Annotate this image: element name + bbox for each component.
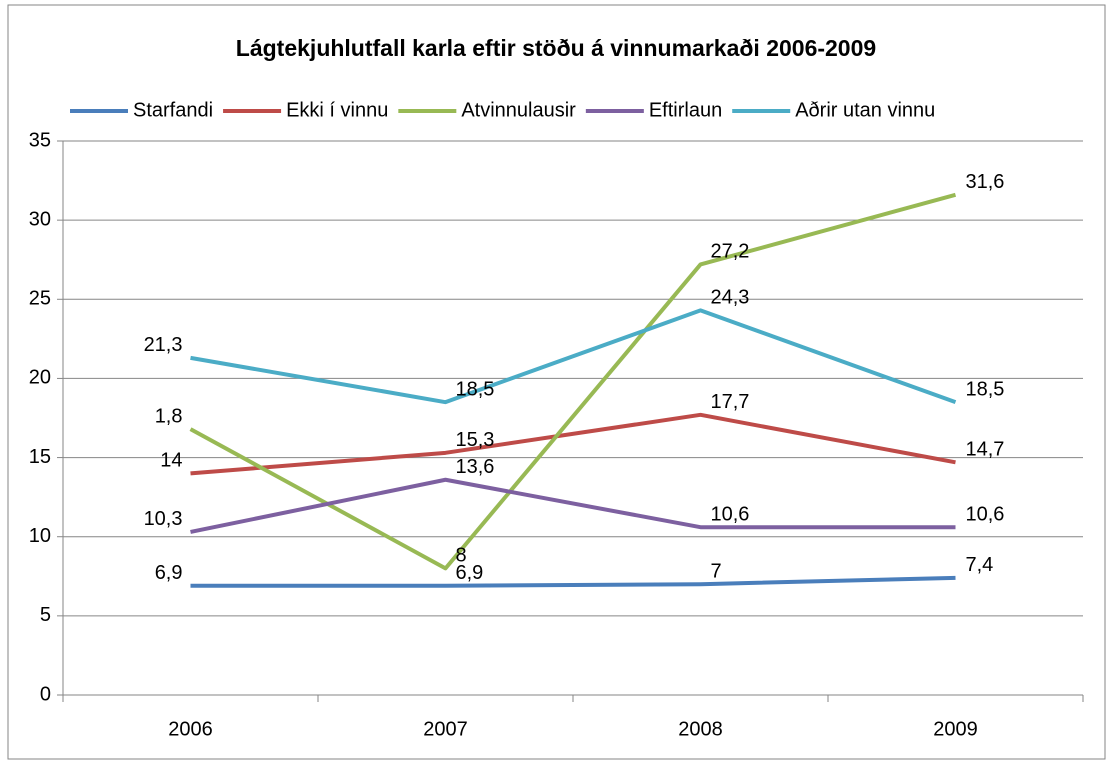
- data-label: 24,3: [711, 287, 750, 309]
- data-label: 14,7: [966, 439, 1005, 461]
- series-line: [190, 412, 956, 476]
- series-line: [190, 575, 956, 588]
- data-label: 8: [456, 545, 467, 567]
- y-tick-label: 35: [29, 129, 51, 151]
- data-label: 21,3: [144, 334, 183, 356]
- series-line: [190, 308, 957, 405]
- x-tick-label: 2009: [933, 718, 978, 740]
- data-label: 18,5: [456, 378, 495, 400]
- series-line: [190, 477, 956, 534]
- series-line: [189, 192, 957, 571]
- y-tick-label: 15: [29, 446, 51, 468]
- data-label: 7,4: [966, 554, 994, 576]
- data-label: 31,6: [966, 171, 1005, 193]
- data-label: 1,8: [155, 405, 183, 427]
- legend-label: Eftirlaun: [649, 99, 722, 121]
- y-tick-label: 30: [29, 208, 51, 230]
- chart-title: Lágtekjuhlutfall karla eftir stöðu á vin…: [236, 35, 876, 61]
- data-label: 17,7: [711, 391, 750, 413]
- data-label: 6,9: [456, 562, 484, 584]
- data-label: 13,6: [456, 456, 495, 478]
- legend-label: Aðrir utan vinnu: [795, 99, 935, 121]
- legend-label: Atvinnulausir: [461, 99, 576, 121]
- data-label: 15,3: [456, 429, 495, 451]
- legend-label: Ekki í vinnu: [286, 99, 388, 121]
- data-label: 6,9: [155, 562, 183, 584]
- legend-label: Starfandi: [133, 99, 213, 121]
- x-tick-label: 2006: [168, 718, 213, 740]
- data-label: 10,6: [966, 503, 1005, 525]
- data-label: 10,3: [144, 508, 183, 530]
- data-label: 10,6: [711, 503, 750, 525]
- x-tick-label: 2008: [678, 718, 723, 740]
- y-tick-label: 25: [29, 288, 51, 310]
- data-label: 7: [711, 560, 722, 582]
- y-tick-label: 0: [40, 683, 51, 705]
- data-label: 14: [160, 450, 182, 472]
- y-tick-label: 20: [29, 367, 51, 389]
- y-tick-label: 10: [29, 525, 51, 547]
- y-tick-label: 5: [40, 604, 51, 626]
- data-label: 18,5: [966, 378, 1005, 400]
- data-label: 27,2: [711, 241, 750, 263]
- x-tick-label: 2007: [423, 718, 468, 740]
- chart-border: [7, 4, 1106, 760]
